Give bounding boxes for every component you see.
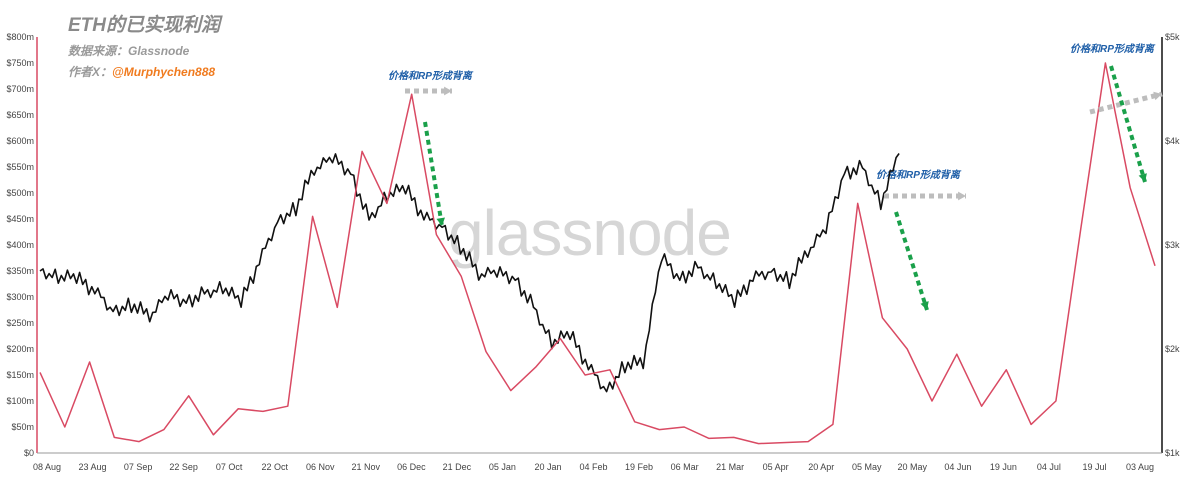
data-source: 数据来源：Glassnode bbox=[68, 44, 190, 58]
price-trend-arrow-1-head bbox=[444, 86, 452, 96]
y-left-tick-label: $700m bbox=[6, 84, 34, 94]
y-left-tick-label: $650m bbox=[6, 110, 34, 120]
divergence-annotation-2: 价格和RP形成背离 bbox=[876, 170, 960, 181]
x-tick-label: 22 Oct bbox=[261, 462, 288, 472]
chart-title: ETH的已实现利润 bbox=[68, 15, 221, 36]
rp-trend-arrow-1 bbox=[423, 121, 444, 227]
x-tick-label: 06 Dec bbox=[397, 462, 426, 472]
x-tick-label: 21 Nov bbox=[352, 462, 381, 472]
y-left-tick-label: $0 bbox=[24, 448, 34, 458]
rp-trend-arrow-2-head bbox=[920, 301, 929, 310]
y-right-tick-label: $4k bbox=[1165, 136, 1180, 146]
y-left-tick-label: $500m bbox=[6, 188, 34, 198]
x-tick-label: 23 Aug bbox=[79, 462, 107, 472]
divergence-annotation-1: 价格和RP形成背离 bbox=[388, 71, 472, 82]
x-tick-label: 03 Aug bbox=[1126, 462, 1154, 472]
y-left-tick-label: $100m bbox=[6, 396, 34, 406]
y-left-tick-label: $300m bbox=[6, 292, 34, 302]
y-left-tick-label: $400m bbox=[6, 240, 34, 250]
x-tick-label: 05 Apr bbox=[763, 462, 789, 472]
x-tick-label: 19 Feb bbox=[625, 462, 653, 472]
x-tick-label: 05 May bbox=[852, 462, 882, 472]
rp-trend-arrow-1-head bbox=[436, 217, 445, 226]
author-credit: 作者X：@Murphychen888 bbox=[68, 63, 215, 80]
y-left-tick-label: $250m bbox=[6, 318, 34, 328]
price-trend-arrow-3-head bbox=[1153, 91, 1162, 101]
rp-trend-arrow-3-head bbox=[1138, 173, 1147, 182]
y-left-tick-label: $200m bbox=[6, 344, 34, 354]
x-tick-label: 21 Mar bbox=[716, 462, 744, 472]
divergence-annotation-3: 价格和RP形成背离 bbox=[1070, 44, 1154, 55]
price-trend-arrow-2-head bbox=[958, 191, 966, 201]
x-tick-label: 20 May bbox=[898, 462, 928, 472]
y-right-tick-label: $2k bbox=[1165, 344, 1180, 354]
x-tick-label: 04 Jul bbox=[1037, 462, 1061, 472]
x-tick-label: 08 Aug bbox=[33, 462, 61, 472]
y-left-tick-label: $50m bbox=[11, 422, 34, 432]
x-tick-label: 20 Apr bbox=[808, 462, 834, 472]
x-tick-label: 06 Mar bbox=[671, 462, 699, 472]
x-tick-label: 05 Jan bbox=[489, 462, 516, 472]
x-tick-label: 07 Sep bbox=[124, 462, 153, 472]
y-right-tick-label: $3k bbox=[1165, 240, 1180, 250]
y-right-tick-label: $1k bbox=[1165, 448, 1180, 458]
y-left-tick-label: $550m bbox=[6, 162, 34, 172]
y-right-tick-label: $5k bbox=[1165, 32, 1180, 42]
x-tick-label: 04 Feb bbox=[579, 462, 607, 472]
x-tick-label: 21 Dec bbox=[443, 462, 472, 472]
realized-profit-series-line bbox=[39, 62, 1156, 445]
y-left-tick-label: $350m bbox=[6, 266, 34, 276]
x-tick-label: 20 Jan bbox=[534, 462, 561, 472]
x-tick-label: 22 Sep bbox=[169, 462, 198, 472]
price-trend-arrow-3 bbox=[1089, 91, 1163, 115]
x-tick-label: 07 Oct bbox=[216, 462, 243, 472]
y-left-tick-label: $450m bbox=[6, 214, 34, 224]
x-tick-label: 19 Jul bbox=[1082, 462, 1106, 472]
y-left-tick-label: $600m bbox=[6, 136, 34, 146]
y-left-tick-label: $750m bbox=[6, 58, 34, 68]
author-prefix: 作者X： bbox=[68, 65, 113, 79]
x-tick-label: 06 Nov bbox=[306, 462, 335, 472]
y-left-tick-label: $150m bbox=[6, 370, 34, 380]
y-left-tick-label: $800m bbox=[6, 32, 34, 42]
rp-trend-arrow-2 bbox=[894, 211, 929, 311]
price-series-line bbox=[39, 153, 900, 393]
watermark: glassnode bbox=[448, 197, 732, 269]
rp-trend-arrow-3 bbox=[1109, 65, 1147, 183]
x-tick-label: 19 Jun bbox=[990, 462, 1017, 472]
x-tick-label: 04 Jun bbox=[944, 462, 971, 472]
author-handle: @Murphychen888 bbox=[112, 65, 216, 79]
